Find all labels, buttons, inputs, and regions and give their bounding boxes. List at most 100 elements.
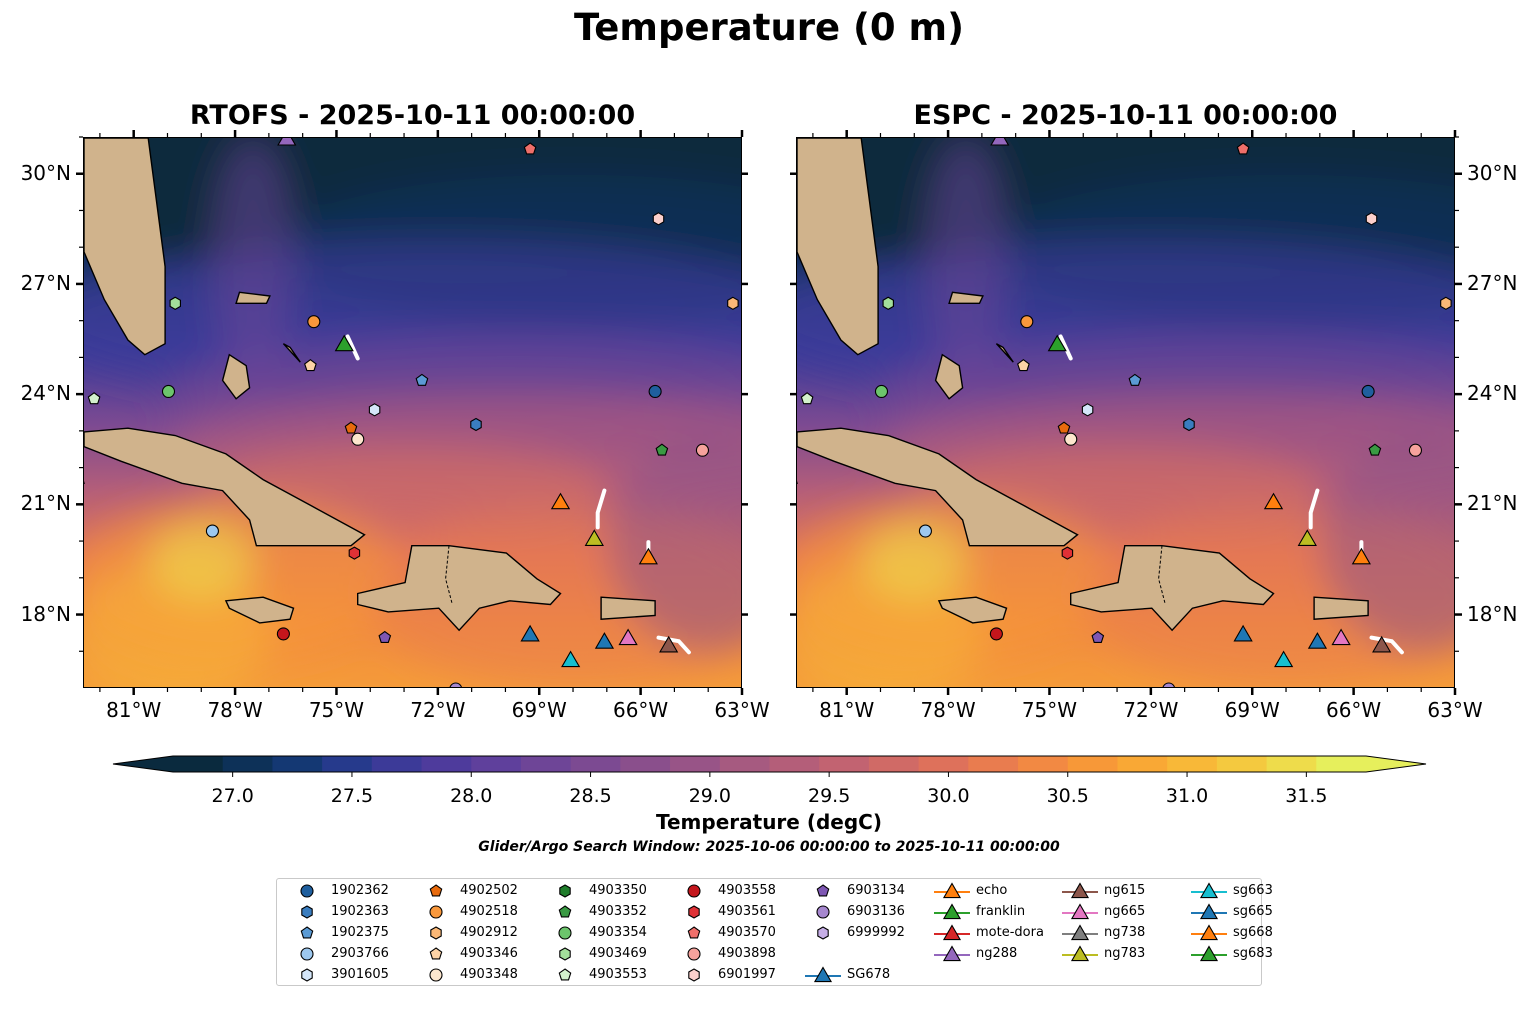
marker-4903354 [161,384,176,399]
lat-label: 21°N [1467,491,1518,516]
marker-sg668 [1351,547,1371,565]
colorbar-segment [1117,756,1168,772]
colorbar-segment [371,756,423,772]
colorbar-tick-label: 31.5 [1285,785,1328,807]
marker-1902362 [1361,384,1375,399]
marker-4903558 [276,627,290,641]
legend-marker [687,947,701,961]
colorbar-segment [1216,756,1268,772]
jamaica-land [937,596,1008,624]
legend-label: 4903570 [718,925,776,940]
legend-label: 4903346 [460,946,518,961]
marker-ng288 [277,138,297,146]
colorbar-segment [570,756,621,772]
colorbar-tick-label: 30.0 [927,785,970,807]
legend-marker [942,924,962,941]
legend-marker [1070,924,1090,941]
marker-1902375 [415,373,429,386]
rtofs-map-panel [83,137,742,688]
marker-4902912 [727,296,739,310]
marker-1902362 [648,384,662,399]
marker-ng615 [1372,635,1392,653]
colorbar-segment [421,756,472,772]
legend-marker [558,905,572,918]
andros-land [221,353,251,400]
marker-4902518 [307,315,321,329]
lat-label: 30°N [20,160,71,185]
lon-label: 75°W [1021,698,1078,722]
legend-marker [1199,945,1219,962]
marker-sg663 [1274,650,1294,668]
lon-label: 72°W [1123,698,1179,722]
glider-track [345,334,360,361]
marker-6903136 [449,682,462,687]
legend-label: sg663 [1233,883,1273,898]
marker-2903766 [918,524,932,538]
glider-track [1058,334,1073,361]
colorbar-segment [918,756,969,772]
legend-marker [688,905,700,919]
colorbar-segment [520,756,572,772]
colorbar-tick-label: 31.0 [1165,785,1209,807]
marker-3901605 [1081,403,1094,417]
legend-label: ng288 [976,946,1018,961]
marker-franklin [1047,334,1067,352]
lon-label: 75°W [308,698,365,722]
legend-marker [300,926,314,939]
legend: 1902362 1902363 1902375 2903766 3901605 49025… [276,878,1273,986]
lat-label: 24°N [1467,381,1518,406]
legend-marker [1070,903,1090,920]
marker-4903558 [989,627,1003,641]
legend-marker [942,945,962,962]
colorbar [112,755,1427,777]
puerto-rico-land [1313,596,1369,620]
legend-marker [300,947,314,961]
legend-marker [300,884,314,898]
legend-marker [558,926,572,940]
florida-land [84,138,166,356]
legend-label: 1902362 [331,883,389,898]
legend-label: ng738 [1104,925,1146,940]
legend-marker [687,926,701,939]
legend-marker [429,968,443,982]
marker-4903469 [169,296,181,310]
legend-marker [813,966,833,983]
legend-label: 4903354 [589,925,647,940]
espc-map-panel [796,137,1455,688]
marker-4903348 [351,432,365,446]
legend-marker [558,968,572,981]
marker-sg665 [520,624,540,642]
colorbar-segment [769,756,820,772]
panel-title-rtofs: RTOFS - 2025-10-11 00:00:00 [189,100,636,131]
lon-label: 78°W [920,698,976,722]
legend-marker [816,905,830,919]
marker-4903348 [1064,432,1078,446]
marker-4903352 [1368,443,1382,456]
temperature-blob [861,520,970,601]
marker-6901997 [652,212,665,226]
hispaniola-land [1070,545,1275,632]
legend-label: 2903766 [331,946,389,961]
marker-4903346 [304,359,317,372]
legend-label: 4903558 [718,883,776,898]
marker-ng288 [990,138,1010,146]
legend-marker [430,926,442,940]
legend-marker [1070,945,1090,962]
legend-label: 6999992 [847,925,905,940]
colorbar-segment [670,756,721,772]
colorbar-segment [620,756,671,772]
marker-4903898 [1408,443,1422,457]
marker-SG678 [1307,632,1328,649]
marker-6901997 [1365,212,1378,226]
marker-ng783 [584,529,604,546]
marker-4902518 [1020,315,1034,329]
colorbar-segment [968,756,1019,772]
marker-1902363 [470,417,482,432]
marker-echo [1263,492,1284,510]
legend-label: 1902375 [331,925,389,940]
legend-label: sg683 [1233,946,1273,961]
colorbar-segment [222,756,274,772]
lon-label: 66°W [612,698,669,722]
temperature-blob [212,138,294,396]
figure-title: Temperature (0 m) [573,6,965,49]
